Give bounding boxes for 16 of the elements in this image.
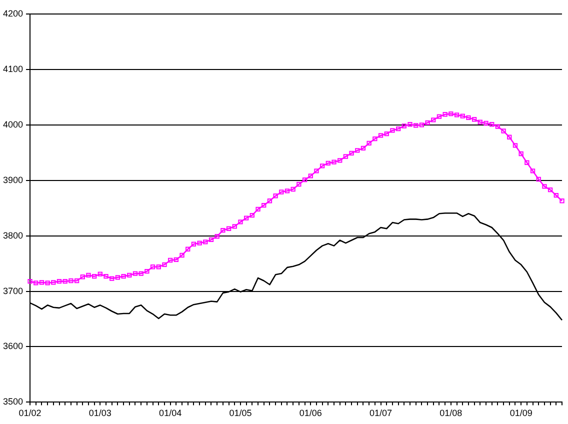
y-tick-label: 3800 (2, 230, 24, 240)
y-tick-label: 4100 (2, 64, 24, 74)
x-tick-label: 01/06 (299, 408, 322, 418)
y-tick-label: 3600 (2, 341, 24, 352)
x-tick-label: 01/02 (18, 408, 42, 418)
x-tick-label: 01/04 (159, 408, 182, 418)
x-tick-label: 01/05 (229, 408, 252, 418)
y-tick-label: 4000 (2, 119, 24, 130)
y-tick-label: 3700 (2, 286, 24, 296)
x-tick-label: 01/03 (88, 408, 112, 418)
y-tick-label: 3900 (2, 174, 24, 185)
x-tick-label: 01/07 (370, 408, 392, 418)
x-tick-label: 01/09 (510, 408, 532, 418)
y-tick-label: 3500 (2, 396, 24, 407)
y-tick-label: 4200 (2, 8, 24, 18)
x-tick-label: 01/08 (440, 408, 462, 418)
